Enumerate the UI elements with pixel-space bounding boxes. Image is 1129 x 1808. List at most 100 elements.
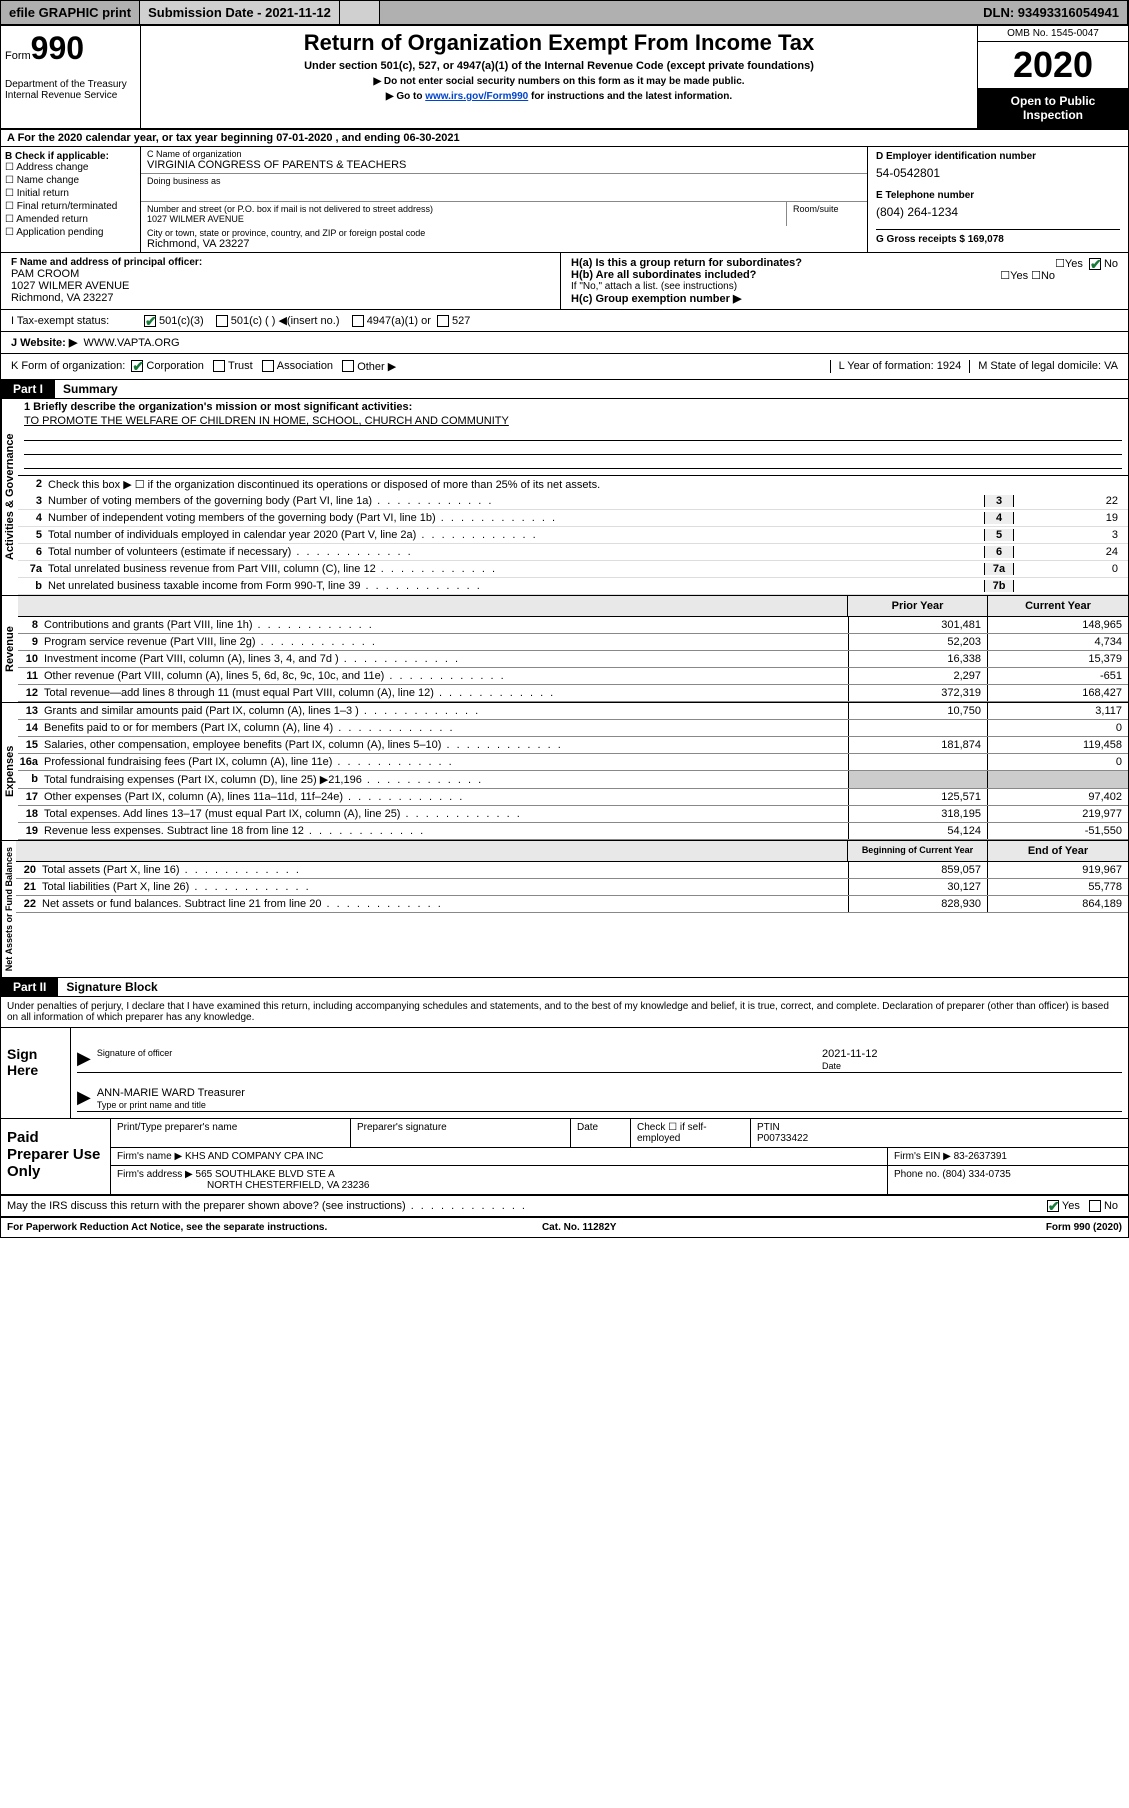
footer: For Paperwork Reduction Act Notice, see … [1,1218,1128,1237]
expenses-section: Expenses 13Grants and similar amounts pa… [1,703,1128,841]
officer-signature-line[interactable]: ▶ Signature of officer 2021-11-12Date [77,1048,1122,1073]
line-10: 10Investment income (Part VIII, column (… [18,651,1128,668]
line-5: 5Total number of individuals employed in… [18,527,1128,544]
discuss-row: May the IRS discuss this return with the… [1,1196,1128,1218]
chk-other[interactable] [342,360,354,372]
state-domicile: M State of legal domicile: VA [969,360,1118,373]
check-if-applicable: B Check if applicable: ☐ Address change … [1,147,141,252]
firm-ein: 83-2637391 [954,1151,1007,1162]
chk-address-change[interactable]: ☐ Address change [5,162,136,173]
line-14: 14Benefits paid to or for members (Part … [18,720,1128,737]
group-return-box: H(a) Is this a group return for subordin… [561,253,1128,309]
discuss-no[interactable] [1089,1200,1101,1212]
line-13: 13Grants and similar amounts paid (Part … [18,703,1128,720]
line-22: 22Net assets or fund balances. Subtract … [16,896,1128,913]
chk-501c3[interactable] [144,315,156,327]
line-21: 21Total liabilities (Part X, line 26)30,… [16,879,1128,896]
line-11: 11Other revenue (Part VIII, column (A), … [18,668,1128,685]
org-name-field: C Name of organization VIRGINIA CONGRESS… [141,147,867,174]
chk-amended-return[interactable]: ☐ Amended return [5,214,136,225]
org-info: C Name of organization VIRGINIA CONGRESS… [141,147,868,252]
ptin-value: P00733422 [757,1133,808,1144]
department-label: Department of the Treasury Internal Reve… [5,79,136,101]
line-3: 3Number of voting members of the governi… [18,493,1128,510]
discuss-yes[interactable] [1047,1200,1059,1212]
chk-initial-return[interactable]: ☐ Initial return [5,188,136,199]
year-header-rev: Prior Year Current Year [18,596,1128,617]
officer-row: F Name and address of principal officer:… [1,253,1128,310]
chk-527[interactable] [437,315,449,327]
chk-trust[interactable] [213,360,225,372]
vert-expenses: Expenses [1,703,18,840]
form-number-box: Form990 Department of the Treasury Inter… [1,26,141,128]
topbar: efile GRAPHIC print Submission Date - 20… [1,1,1128,26]
part1-header: Part I Summary [1,380,1128,399]
tel-value: (804) 264-1234 [876,205,1120,219]
line-15: 15Salaries, other compensation, employee… [18,737,1128,754]
ein-value: 54-0542801 [876,166,1120,180]
paid-preparer-block: Paid Preparer Use Only Print/Type prepar… [1,1119,1128,1196]
ha-no-check[interactable] [1089,258,1101,270]
instructions-link[interactable]: www.irs.gov/Form990 [425,91,528,102]
gross-receipts: G Gross receipts $ 169,078 [876,229,1120,245]
line-20: 20Total assets (Part X, line 16)859,0579… [16,862,1128,879]
year-box: OMB No. 1545-0047 2020 Open to Public In… [978,26,1128,128]
line-19: 19Revenue less expenses. Subtract line 1… [18,823,1128,840]
line-18: 18Total expenses. Add lines 13–17 (must … [18,806,1128,823]
chk-application-pending[interactable]: ☐ Application pending [5,227,136,238]
city-field: City or town, state or province, country… [141,226,867,252]
form-subtitle: Under section 501(c), 527, or 4947(a)(1)… [151,60,967,72]
line-16a: 16aProfessional fundraising fees (Part I… [18,754,1128,771]
title-box: Return of Organization Exempt From Incom… [141,26,978,128]
section-b: B Check if applicable: ☐ Address change … [1,147,1128,253]
dba-field: Doing business as [141,174,867,202]
form-header: Form990 Department of the Treasury Inter… [1,26,1128,130]
year-formation: L Year of formation: 1924 [830,360,962,373]
website-value: WWW.VAPTA.ORG [83,337,179,349]
vert-revenue: Revenue [1,596,18,702]
efile-label: efile GRAPHIC print [1,1,140,24]
blank-button[interactable] [340,1,380,24]
form-org-row: K Form of organization: Corporation Trus… [1,354,1128,380]
officer-info: F Name and address of principal officer:… [1,253,561,309]
note-1: ▶ Do not enter social security numbers o… [151,76,967,87]
submission-date-button[interactable]: Submission Date - 2021-11-12 [140,1,340,24]
section-a: A For the 2020 calendar year, or tax yea… [1,130,1128,147]
line-b: bNet unrelated business taxable income f… [18,578,1128,595]
paid-preparer-label: Paid Preparer Use Only [1,1119,111,1194]
line-8: 8Contributions and grants (Part VIII, li… [18,617,1128,634]
form-number: 990 [31,30,84,66]
netassets-section: Net Assets or Fund Balances Beginning of… [1,841,1128,978]
vert-governance: Activities & Governance [1,399,18,595]
sign-here-label: Sign Here [1,1028,71,1118]
tax-status-row: I Tax-exempt status: 501(c)(3) 501(c) ( … [1,310,1128,332]
chk-association[interactable] [262,360,274,372]
firm-phone: (804) 334-0735 [942,1169,1010,1180]
mission-text: TO PROMOTE THE WELFARE OF CHILDREN IN HO… [24,415,1122,427]
year-header-net: Beginning of Current Year End of Year [16,841,1128,862]
chk-corporation[interactable] [131,360,143,372]
form-title: Return of Organization Exempt From Incom… [151,30,967,56]
line-12: 12Total revenue—add lines 8 through 11 (… [18,685,1128,702]
vert-netassets: Net Assets or Fund Balances [1,841,16,977]
line-9: 9Program service revenue (Part VIII, lin… [18,634,1128,651]
form-prefix: Form [5,50,31,62]
chk-4947[interactable] [352,315,364,327]
chk-name-change[interactable]: ☐ Name change [5,175,136,186]
governance-section: Activities & Governance 1 Briefly descri… [1,399,1128,596]
mission-block: 1 Briefly describe the organization's mi… [18,399,1128,476]
line-17: 17Other expenses (Part IX, column (A), l… [18,789,1128,806]
addr-row: Number and street (or P.O. box if mail i… [141,202,867,226]
sign-here-block: Sign Here ▶ Signature of officer 2021-11… [1,1028,1128,1119]
firm-name: KHS AND COMPANY CPA INC [185,1151,323,1162]
website-row: J Website: ▶ WWW.VAPTA.ORG [1,332,1128,354]
declaration: Under penalties of perjury, I declare th… [1,997,1128,1028]
chk-501c[interactable] [216,315,228,327]
revenue-section: Revenue Prior Year Current Year 8Contrib… [1,596,1128,703]
officer-name-line: ▶ ANN-MARIE WARD TreasurerType or print … [77,1087,1122,1112]
omb-label: OMB No. 1545-0047 [978,26,1128,42]
form-container: efile GRAPHIC print Submission Date - 20… [0,0,1129,1238]
line-b: bTotal fundraising expenses (Part IX, co… [18,771,1128,789]
chk-final-return[interactable]: ☐ Final return/terminated [5,201,136,212]
line-6: 6Total number of volunteers (estimate if… [18,544,1128,561]
